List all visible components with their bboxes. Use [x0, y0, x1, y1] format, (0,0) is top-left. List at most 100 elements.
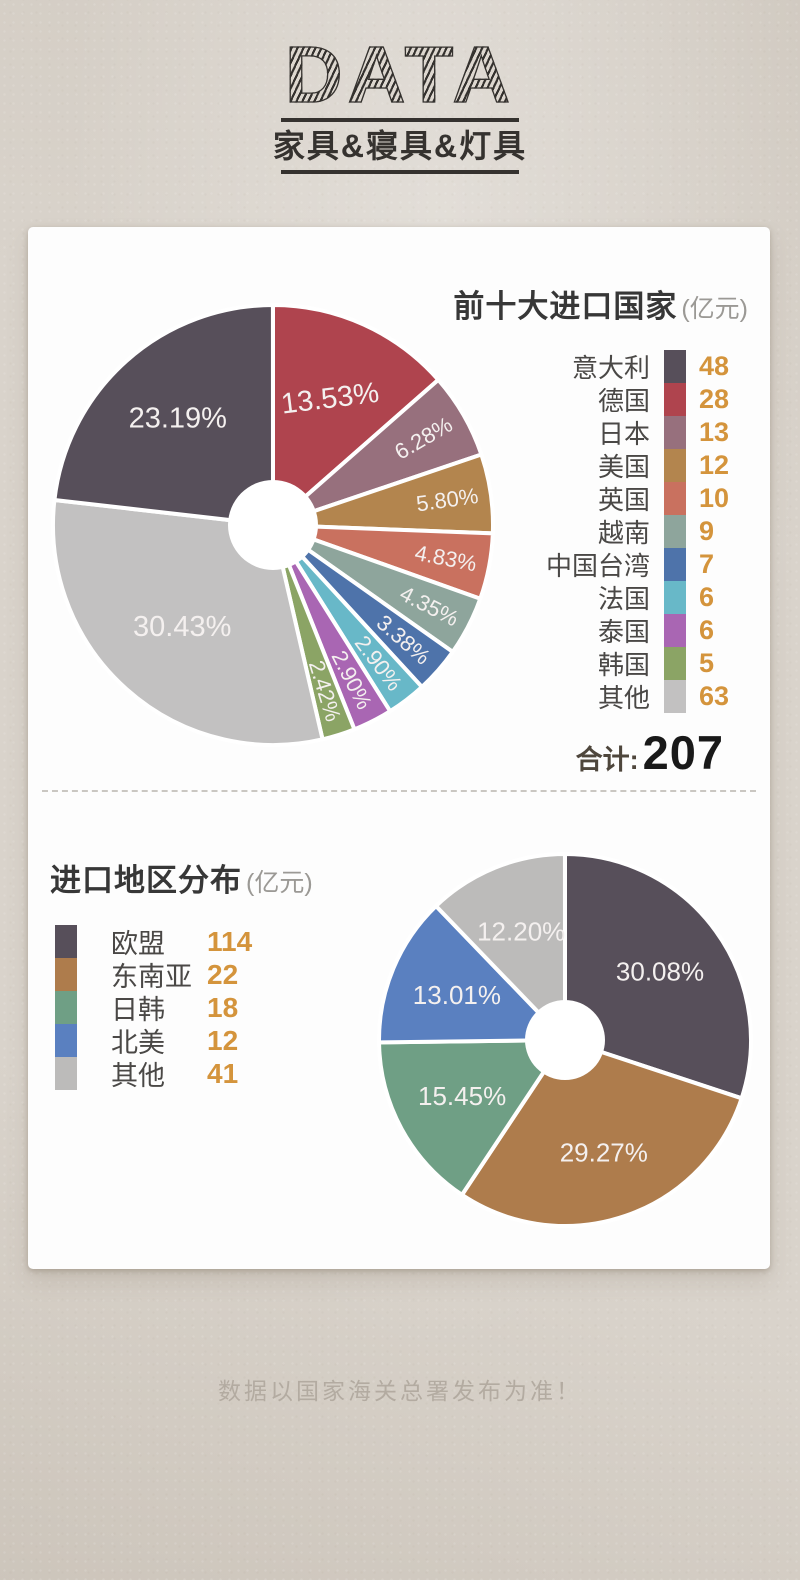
legend-value: 13	[699, 417, 730, 447]
legend-value: 28	[699, 384, 730, 414]
pie-chart-top-import-countries: 13.53%6.28%5.80%4.83%4.35%3.38%2.90%2.90…	[50, 303, 495, 747]
chart1-total: 合计:207	[576, 725, 724, 780]
legend-row: 德国 28	[368, 383, 770, 416]
pie-slice-label-other: 30.43%	[133, 611, 231, 643]
legend-swatch	[664, 383, 686, 416]
legend-swatch	[664, 548, 686, 581]
legend-label: 德国	[597, 386, 650, 416]
legend-row: 其他 41	[55, 1057, 252, 1091]
legend-label: 越南	[597, 518, 650, 548]
pie-slice-southeast-asia	[459, 1038, 744, 1228]
pie-slice-label-japan-korea: 15.45%	[418, 1081, 506, 1111]
legend-swatch	[664, 581, 686, 614]
header-subtitle: 家具&寝具&灯具	[272, 128, 528, 164]
header-rule-bottom	[281, 170, 519, 174]
legend-value: 63	[699, 681, 730, 711]
legend-label: 东南亚	[111, 962, 192, 992]
legend-value: 41	[207, 1057, 239, 1089]
legend-value: 6	[699, 582, 715, 612]
pie-chart-import-regions: 30.08% 29.27% 15.45% 13.01% 12.20%	[377, 852, 753, 1228]
legend-row: 欧盟 114	[55, 925, 253, 959]
legend-value: 10	[699, 483, 730, 513]
legend-row: 日韩 18	[55, 991, 252, 1025]
legend-label: 韩国	[597, 650, 650, 680]
legend-value: 114	[207, 925, 253, 957]
legend-label: 英国	[597, 485, 650, 515]
pie-slice-north-america	[377, 904, 567, 1045]
donut-hole	[228, 480, 318, 570]
legend-value: 7	[699, 549, 715, 579]
legend-swatch	[664, 350, 686, 383]
chart1-total-label: 合计:	[575, 745, 639, 775]
legend-swatch	[55, 1057, 77, 1090]
chart1-total-value: 207	[642, 726, 724, 779]
legend-value: 5	[699, 648, 715, 678]
legend-value: 22	[207, 958, 239, 990]
legend-value: 18	[207, 991, 239, 1023]
pie-slice-other	[433, 852, 567, 1042]
legend-swatch	[55, 1024, 77, 1057]
legend-value: 12	[699, 450, 730, 480]
legend-label: 日韩	[111, 995, 165, 1025]
header-rule-top	[281, 118, 519, 122]
legend-swatch	[55, 958, 77, 991]
legend-row: 北美 12	[55, 1024, 252, 1058]
chart1-legend: 意大利 48 德国 28 日本 13 美国 12 英国 10 越南 9 中国台湾 7 法国 6 泰国 6 韩国 5 其他…	[368, 350, 770, 713]
legend-label: 泰国	[597, 617, 650, 647]
legend-value: 48	[699, 351, 730, 381]
legend-row: 韩国 5	[368, 647, 770, 680]
pie-slice-label-north-america: 13.01%	[413, 980, 501, 1010]
legend-swatch	[664, 647, 686, 680]
legend-swatch	[664, 614, 686, 647]
pie-slice-japan-korea	[377, 1038, 567, 1197]
pie-slice-label-southeast-asia: 29.27%	[560, 1138, 648, 1168]
legend-swatch	[55, 925, 77, 958]
legend-swatch	[664, 680, 686, 713]
pie-slice-eu	[563, 852, 753, 1101]
legend-value: 6	[699, 615, 715, 645]
chart2-title-text: 进口地区分布	[50, 863, 242, 898]
legend-row: 泰国 6	[368, 614, 770, 647]
pie-slice-label-eu: 30.08%	[616, 956, 704, 986]
pie-slice-italy	[52, 303, 275, 527]
legend-row: 意大利 48	[368, 350, 770, 383]
legend-value: 12	[207, 1024, 239, 1056]
chart1-title-text: 前十大进口国家	[453, 289, 678, 324]
legend-label: 日本	[597, 419, 650, 449]
data-logo: DATA	[284, 30, 516, 119]
pie-slice-germany	[271, 303, 441, 527]
header: DATA 家具&寝具&灯具	[0, 0, 800, 174]
legend-row: 其他 63	[368, 680, 770, 713]
legend-swatch	[664, 482, 686, 515]
donut-hole	[525, 1000, 605, 1080]
legend-label: 中国台湾	[545, 551, 650, 581]
chart2-legend: 欧盟 114 东南亚 22 日韩 18 北美 12 其他 41	[55, 925, 253, 1091]
legend-label: 欧盟	[111, 929, 165, 959]
chart1-title: 前十大进口国家 (亿元)	[453, 281, 748, 326]
legend-row: 法国 6	[368, 581, 770, 614]
legend-label: 其他	[597, 683, 650, 713]
legend-label: 其他	[111, 1061, 165, 1091]
legend-swatch	[664, 515, 686, 548]
legend-value: 9	[699, 516, 715, 546]
legend-label: 意大利	[571, 353, 650, 383]
pie-slice-label-italy: 23.19%	[129, 402, 227, 434]
infographic-card: 前十大进口国家 (亿元) 13.53% 6.28% 5.80% 4.83% 4.35% 3.…	[28, 227, 770, 1269]
legend-row: 日本 13	[368, 416, 770, 449]
legend-label: 北美	[111, 1028, 165, 1058]
pie-slice-label-other: 12.20%	[477, 916, 565, 946]
legend-swatch	[55, 991, 77, 1024]
legend-row: 中国台湾 7	[368, 548, 770, 581]
legend-swatch	[664, 416, 686, 449]
legend-swatch	[664, 449, 686, 482]
footer-note: 数据以国家海关总署发布为准！	[218, 1378, 582, 1404]
chart2-title: 进口地区分布 (亿元)	[50, 855, 313, 900]
legend-label: 美国	[597, 452, 650, 482]
legend-row: 美国 12	[368, 449, 770, 482]
chart1-title-unit: (亿元)	[681, 295, 748, 323]
legend-row: 东南亚 22	[55, 958, 252, 992]
legend-row: 英国 10	[368, 482, 770, 515]
chart2-title-unit: (亿元)	[246, 869, 313, 897]
section-divider	[42, 790, 756, 792]
